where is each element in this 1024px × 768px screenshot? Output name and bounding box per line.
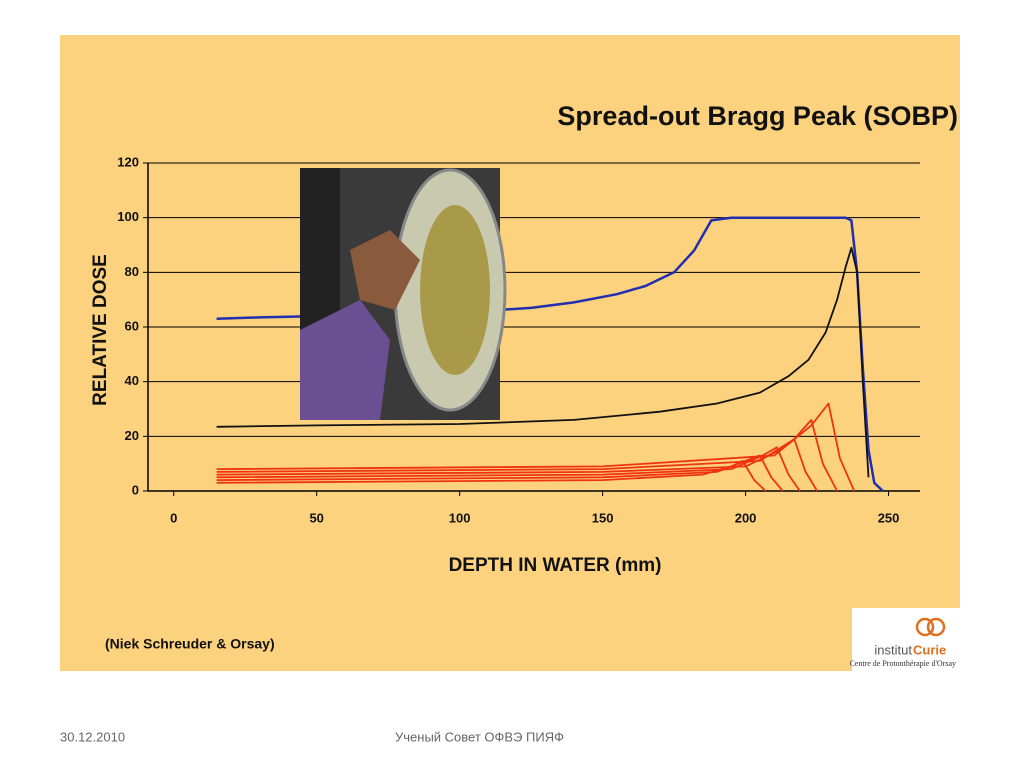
slide-background — [60, 35, 960, 671]
x-axis-label: DEPTH IN WATER (mm) — [449, 555, 662, 576]
credit: (Niek Schreuder & Orsay) — [105, 636, 275, 652]
x-tick-label: 50 — [309, 510, 323, 525]
footer-date: 30.12.2010 — [60, 729, 125, 744]
y-tick-label: 60 — [125, 318, 139, 333]
photo-wheel-center — [420, 205, 490, 375]
y-tick-label: 100 — [117, 209, 139, 224]
logo-institut: institut — [874, 642, 912, 657]
series-line — [216, 246, 870, 478]
x-tick-label: 200 — [735, 510, 757, 525]
logo-ring — [926, 617, 946, 637]
x-tick-label: 250 — [878, 510, 900, 525]
footer-text: Ученый Совет ОФВЭ ПИЯФ — [395, 729, 564, 744]
x-tick-label: 100 — [449, 510, 471, 525]
logo-curie: Curie — [913, 642, 946, 657]
photo-sleeve — [300, 300, 390, 420]
chart-title: Spread-out Bragg Peak (SOBP) — [557, 101, 958, 131]
y-tick-label: 80 — [125, 264, 139, 279]
inset-photo — [300, 168, 507, 420]
y-tick-label: 20 — [125, 428, 139, 443]
y-tick-label: 120 — [117, 154, 139, 169]
logo-ring — [915, 617, 935, 637]
x-tick-label: 0 — [170, 510, 177, 525]
logo-caption: Centre de Protonthérapie d'Orsay — [849, 659, 956, 668]
y-tick-label: 40 — [125, 373, 139, 388]
plot-area: 0 20 40 60 80 100 120 0 50 100 150 200 250 — [117, 154, 920, 525]
series-line — [216, 402, 856, 492]
y-tick-label: 0 — [132, 482, 139, 497]
logo-box — [852, 608, 960, 671]
x-tick-label: 150 — [592, 510, 614, 525]
photo-hand — [350, 230, 420, 310]
y-axis-label: RELATIVE DOSE — [90, 254, 111, 406]
